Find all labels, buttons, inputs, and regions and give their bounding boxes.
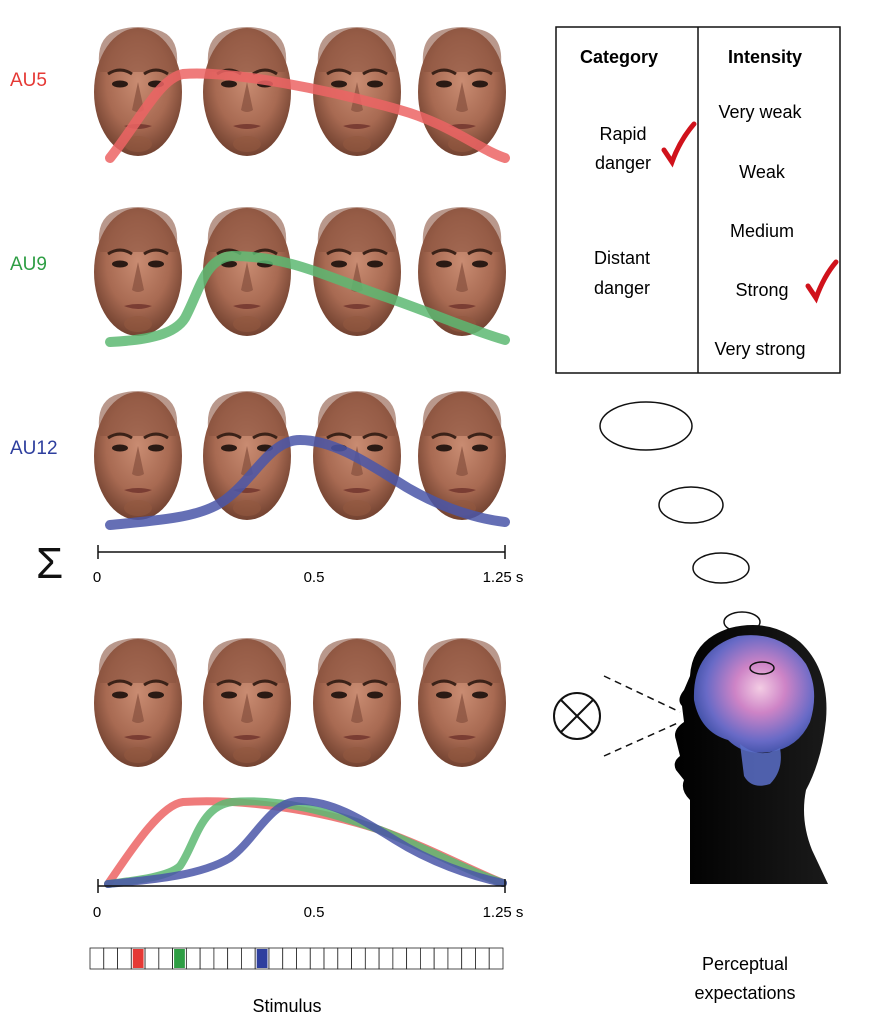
au12-curve — [105, 434, 510, 530]
au9-curve — [105, 250, 510, 347]
stimulus-cell-10 — [227, 947, 242, 970]
thought-bubbles — [599, 401, 761, 633]
stimulus-marker-12 — [256, 949, 268, 968]
intensity-weak: Weak — [739, 162, 786, 182]
au9-label: AU9 — [10, 254, 47, 275]
stimulus-cell-14 — [282, 947, 297, 970]
axis-top-tick-05: 0.5 — [304, 569, 325, 586]
stimulus-cell-16 — [309, 947, 325, 970]
observer-eye-icon — [553, 692, 601, 740]
stimulus-cell-24 — [419, 947, 435, 970]
stimulus-cell-2 — [117, 947, 132, 970]
stimulus-cell-20 — [364, 947, 380, 970]
stimulus-cell-18 — [337, 947, 352, 970]
stimulus-cell-0 — [89, 947, 105, 970]
category-distant-danger-line1: Distant — [594, 248, 650, 268]
observer-label-line2: expectations — [694, 983, 795, 1003]
axis-bottom-tick-05: 0.5 — [304, 904, 325, 921]
stimulus-marker-6 — [174, 949, 185, 968]
stimulus-cell-28 — [475, 947, 490, 970]
stimulus-cell-25 — [433, 947, 449, 970]
au-row-face-1-1 — [201, 205, 293, 338]
stimulus-cell-5 — [158, 947, 174, 970]
category-rapid-danger-line1: Rapid — [599, 124, 646, 144]
intensity-very-weak: Very weak — [718, 102, 802, 122]
axis-top-tick-0: 0 — [93, 569, 101, 586]
combined-au12-curve — [104, 796, 507, 888]
gaze-line-upper — [603, 675, 681, 713]
combined-face-0-1 — [201, 636, 293, 769]
au-row-face-1-0 — [92, 205, 184, 338]
combined-face-0-2 — [311, 636, 403, 769]
combined-curves — [104, 796, 507, 888]
gaze-line-lower — [603, 721, 681, 757]
au5-label: AU5 — [10, 70, 47, 91]
au-row-face-0-1 — [201, 25, 293, 158]
stimulus-cell-7 — [185, 947, 201, 970]
intensity-medium: Medium — [730, 221, 794, 241]
au5-curve — [105, 68, 510, 163]
stimulus-cell-22 — [392, 947, 408, 970]
stimulus-cell-4 — [144, 947, 160, 970]
stimulus-cell-21 — [378, 947, 394, 970]
stimulus-cell-23 — [406, 947, 421, 970]
stimulus-cell-15 — [296, 947, 311, 970]
stimulus-cell-9 — [213, 947, 229, 970]
category-rapid-danger-line2: danger — [595, 153, 651, 173]
combined-face-0-3 — [416, 636, 508, 769]
combined-au9-curve — [104, 797, 507, 888]
stimulus-cell-17 — [323, 947, 339, 970]
time-axis-bottom: 0 0.5 1.25 s — [93, 879, 524, 921]
stimulus-cell-11 — [241, 947, 256, 970]
au-row-face-2-0 — [92, 389, 184, 522]
intensity-header: Intensity — [728, 47, 802, 67]
axis-top-tick-end: 1.25 s — [483, 569, 524, 586]
intensity-very-strong: Very strong — [714, 339, 805, 359]
response-table: Category Intensity Rapid danger Distant … — [555, 26, 841, 374]
stimulus-cell-27 — [461, 947, 476, 970]
stimulus-strip — [89, 947, 504, 970]
stimulus-marker-3 — [132, 949, 144, 968]
stimulus-cell-1 — [103, 947, 118, 970]
stimulus-cell-19 — [351, 947, 366, 970]
category-check-icon — [661, 121, 697, 168]
observer-head-icon — [674, 625, 828, 884]
intensity-check-icon — [805, 259, 839, 304]
combined-face-row — [92, 636, 508, 769]
intensity-strong: Strong — [735, 280, 788, 300]
sum-symbol: Σ — [36, 539, 63, 588]
category-header: Category — [580, 47, 658, 67]
axis-bottom-tick-0: 0 — [93, 904, 101, 921]
axis-bottom-tick-end: 1.25 s — [483, 904, 524, 921]
combined-face-0-0 — [92, 636, 184, 769]
au12-label: AU12 — [10, 438, 58, 459]
stimulus-cell-29 — [488, 947, 504, 970]
category-distant-danger-line2: danger — [594, 278, 650, 298]
stimulus-label: Stimulus — [252, 996, 321, 1016]
stimulus-cell-8 — [199, 947, 215, 970]
time-axis-top: 0 0.5 1.25 s — [93, 545, 524, 586]
stimulus-cell-13 — [268, 947, 284, 970]
observer-label-line1: Perceptual — [702, 954, 788, 974]
stimulus-cell-26 — [447, 947, 463, 970]
au-row-face-0-0 — [92, 25, 184, 158]
